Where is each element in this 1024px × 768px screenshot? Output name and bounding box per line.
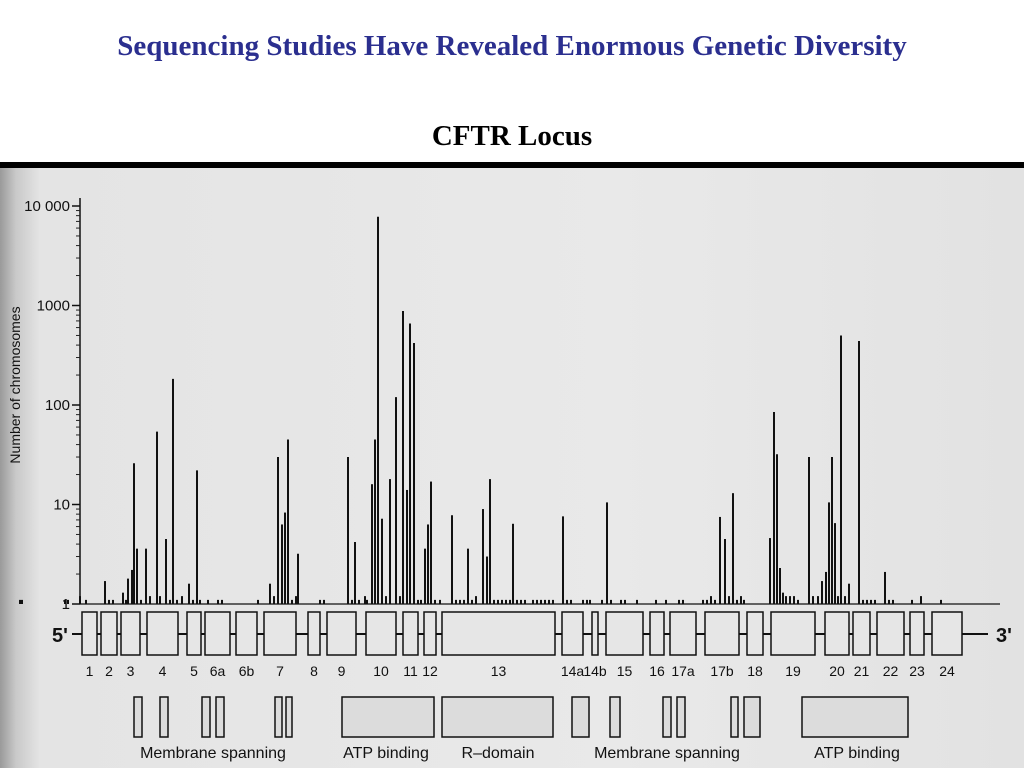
exon-label: 5 — [190, 663, 198, 679]
exon-box — [669, 611, 697, 656]
y-axis: 1 10 100 1000 10 000 Number of chromosomes — [7, 198, 1000, 613]
exon-label: 21 — [854, 663, 870, 679]
domain-box — [662, 696, 672, 738]
exon-box — [326, 611, 357, 656]
y-axis-label: Number of chromosomes — [7, 306, 23, 463]
title-divider-line — [0, 162, 1024, 168]
cftr-figure: 1 10 100 1000 10 000 Number of chromosomes 5'… — [0, 168, 1024, 768]
three-prime-label: 3' — [996, 625, 1012, 647]
domain-box — [341, 696, 435, 738]
exon-box — [746, 611, 764, 656]
exon-label: 22 — [883, 663, 899, 679]
exon-box — [909, 611, 925, 656]
domain-box — [609, 696, 621, 738]
exon-box — [704, 611, 740, 656]
domain-label: ATP binding — [343, 745, 429, 762]
exon-box — [235, 611, 258, 656]
exon-label: 20 — [829, 663, 845, 679]
exon-label: 14a — [561, 663, 585, 679]
y-tick-label: 100 — [45, 397, 70, 414]
domain-box — [133, 696, 143, 738]
exon-label: 6a — [210, 663, 226, 679]
domain-box — [201, 696, 211, 738]
domain-box — [159, 696, 169, 738]
exon-box — [852, 611, 871, 656]
exon-label: 14b — [583, 663, 607, 679]
domain-box — [215, 696, 225, 738]
y-tick-label: 10 — [53, 497, 70, 514]
exon-box — [605, 611, 644, 656]
domain-box — [801, 696, 909, 738]
exon-box — [204, 611, 231, 656]
exon-label: 12 — [422, 663, 438, 679]
exon-box — [81, 611, 98, 656]
exon-box — [100, 611, 118, 656]
domain-label: ATP binding — [814, 745, 900, 762]
exon-label: 24 — [939, 663, 955, 679]
exon-box — [591, 611, 599, 656]
domain-box — [571, 696, 590, 738]
exon-box — [263, 611, 297, 656]
domain-box — [743, 696, 761, 738]
cftr-mutation-chart: 1 10 100 1000 10 000 Number of chromosomes 5'… — [7, 198, 1012, 762]
mutation-bars — [19, 216, 942, 604]
exon-label: 1 — [86, 663, 94, 679]
exon-label: 16 — [649, 663, 665, 679]
exon-box — [423, 611, 437, 656]
y-tick-label: 1000 — [37, 298, 70, 315]
y-tick-label: 10 000 — [24, 198, 70, 215]
exon-label: 2 — [105, 663, 113, 679]
domain-label: Membrane spanning — [594, 745, 740, 762]
exon-label: 13 — [491, 663, 507, 679]
exon-box — [649, 611, 665, 656]
exon-label: 10 — [373, 663, 389, 679]
exon-label: 3 — [127, 663, 135, 679]
exon-box — [441, 611, 556, 656]
exon-box — [146, 611, 179, 656]
gene-map: 5' 3'1 2 3 4 5 6a 6b 7 8 9 10 11 12 13 14a 14b 15 16 17a 17b… — [52, 611, 1012, 679]
exon-box — [120, 611, 141, 656]
exon-box — [186, 611, 202, 656]
exon-label: 15 — [617, 663, 633, 679]
exon-box — [402, 611, 419, 656]
exon-label: 6b — [239, 663, 255, 679]
exon-label: 19 — [785, 663, 801, 679]
exon-label: 11 — [403, 663, 418, 679]
exon-label: 7 — [276, 663, 284, 679]
exon-label: 17a — [671, 663, 695, 679]
slide-subtitle: CFTR Locus — [431, 120, 593, 152]
domain-box — [441, 696, 554, 738]
exon-label: 9 — [338, 663, 346, 679]
domain-box — [285, 696, 293, 738]
exon-label: 23 — [909, 663, 925, 679]
exon-label: 4 — [159, 663, 167, 679]
exon-box — [365, 611, 397, 656]
exon-label: 17b — [710, 663, 734, 679]
domain-label: R–domain — [462, 745, 535, 762]
exon-label: 18 — [747, 663, 763, 679]
exon-box — [824, 611, 850, 656]
five-prime-label: 5' — [52, 625, 68, 647]
exon-box — [561, 611, 584, 656]
exon-box — [307, 611, 321, 656]
y-tick-label: 1 — [62, 596, 70, 613]
domain-box — [730, 696, 739, 738]
protein-domains: Membrane spanning ATP binding R–domain Memb… — [133, 696, 909, 762]
exon-box — [876, 611, 905, 656]
slide-title: Sequencing Studies Have Revealed Enormou… — [117, 30, 907, 62]
domain-box — [676, 696, 686, 738]
domain-label: Membrane spanning — [140, 745, 286, 762]
exon-box — [931, 611, 963, 656]
exon-label: 8 — [310, 663, 318, 679]
domain-box — [274, 696, 283, 738]
exon-box — [770, 611, 816, 656]
